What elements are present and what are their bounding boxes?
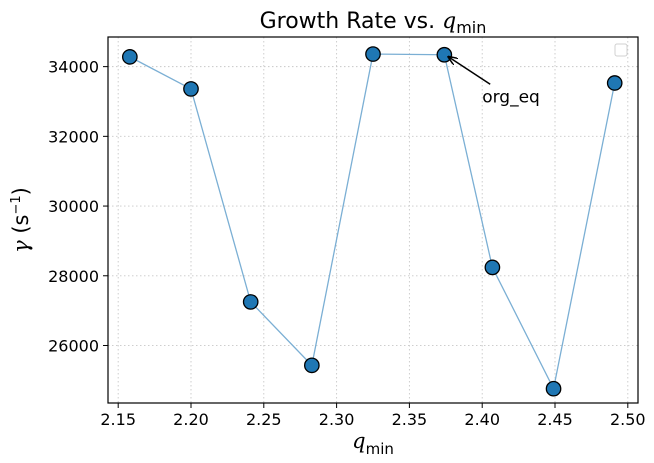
x-tick-label: 2.50 xyxy=(610,410,646,429)
data-point xyxy=(606,75,623,91)
data-point xyxy=(121,49,138,65)
x-tick-label: 2.15 xyxy=(100,410,136,429)
x-tick-label: 2.45 xyxy=(537,410,573,429)
y-tick-label: 26000 xyxy=(48,336,99,355)
annotation-arrow xyxy=(448,57,491,85)
data-point xyxy=(242,294,259,310)
y-tick-label: 30000 xyxy=(48,197,99,216)
y-axis: 26000 28000 30000 32000 34000 xyxy=(48,58,108,355)
annotation: org_eq xyxy=(448,57,540,107)
legend-box xyxy=(614,43,628,57)
data-point xyxy=(545,380,562,397)
y-axis-label: γ (s−1) xyxy=(9,187,33,253)
x-tick-label: 2.35 xyxy=(392,410,428,429)
x-tick-label: 2.40 xyxy=(464,410,500,429)
x-tick-label: 2.25 xyxy=(246,410,282,429)
x-axis: 2.15 2.20 2.25 2.30 2.35 2.40 2.45 2.50 xyxy=(100,403,646,429)
data-point xyxy=(484,259,501,276)
data-point xyxy=(365,46,381,62)
grid xyxy=(108,37,638,403)
plot-frame xyxy=(107,36,639,404)
data-point xyxy=(436,46,453,63)
y-tick-label: 34000 xyxy=(48,58,99,77)
data-point xyxy=(303,357,320,374)
y-tick-label: 28000 xyxy=(48,267,99,286)
series-line xyxy=(129,53,616,391)
series xyxy=(121,46,623,397)
chart-title: Growth Rate vs. qmin xyxy=(260,9,487,37)
x-axis-label: qmin xyxy=(352,429,394,458)
x-tick-label: 2.20 xyxy=(173,410,209,429)
annotation-label: org_eq xyxy=(482,87,540,107)
data-point xyxy=(183,81,199,97)
y-tick-label: 32000 xyxy=(48,127,99,146)
x-tick-label: 2.30 xyxy=(319,410,355,429)
